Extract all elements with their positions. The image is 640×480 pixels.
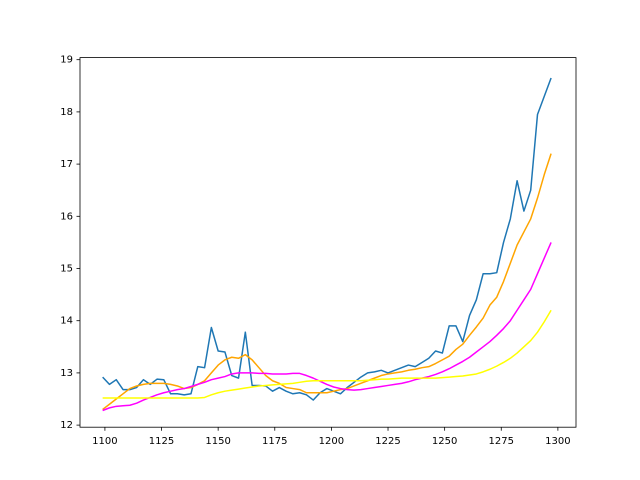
y-tick-label: 16 xyxy=(60,211,73,222)
x-tick-label: 1225 xyxy=(375,436,400,447)
x-tick-label: 1150 xyxy=(205,436,230,447)
data-line xyxy=(102,153,552,411)
y-tick-label: 17 xyxy=(60,159,73,170)
x-tick-label: 1175 xyxy=(262,436,287,447)
data-line xyxy=(102,309,552,399)
y-tick-label: 19 xyxy=(60,55,73,66)
data-line xyxy=(102,242,552,412)
x-tick-label: 1250 xyxy=(432,436,457,447)
y-tick-label: 18 xyxy=(60,107,73,118)
x-tick-label: 1100 xyxy=(92,436,117,447)
plot-frame xyxy=(79,57,577,428)
y-tick-label: 12 xyxy=(60,420,73,431)
x-tick-label: 1200 xyxy=(319,436,344,447)
x-tick-label: 1125 xyxy=(149,436,174,447)
y-tick-label: 14 xyxy=(60,316,73,327)
data-line xyxy=(102,77,552,401)
y-tick-label: 15 xyxy=(60,264,73,275)
x-tick-label: 1275 xyxy=(489,436,514,447)
y-tick-label: 13 xyxy=(60,368,73,379)
x-tick-label: 1300 xyxy=(545,436,570,447)
